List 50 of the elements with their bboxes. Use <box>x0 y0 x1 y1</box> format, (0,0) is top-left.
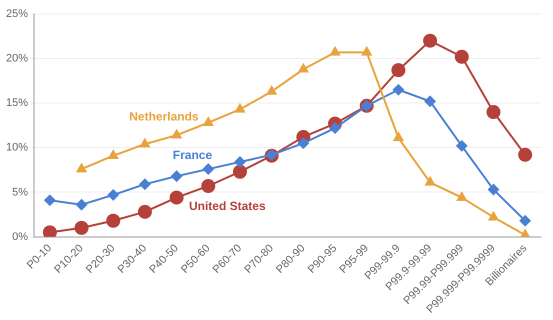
point <box>108 189 119 200</box>
y-tick-label: 20% <box>6 52 28 65</box>
point <box>44 194 56 206</box>
point <box>106 214 120 228</box>
point <box>234 156 246 168</box>
point <box>172 130 182 138</box>
point <box>140 138 150 148</box>
point <box>330 46 340 56</box>
y-tick-label: 15% <box>6 97 28 110</box>
point <box>108 150 118 159</box>
point <box>170 190 184 205</box>
point <box>423 34 438 48</box>
point <box>298 138 309 149</box>
series-label: United States <box>188 198 266 213</box>
point <box>203 117 214 126</box>
point <box>330 122 341 134</box>
point <box>392 84 404 96</box>
point <box>171 170 182 182</box>
point <box>391 63 406 78</box>
point <box>488 212 498 220</box>
point <box>456 140 468 152</box>
y-tick-label: 0% <box>12 230 28 243</box>
series-label: France <box>172 148 212 162</box>
point <box>201 178 216 193</box>
y-tick-label: 10% <box>6 142 28 154</box>
point <box>454 50 469 64</box>
point <box>394 132 404 142</box>
y-tick-label: 25% <box>6 8 28 20</box>
point <box>486 105 500 120</box>
point <box>138 204 152 219</box>
point <box>266 86 277 95</box>
point <box>235 104 245 113</box>
point <box>42 225 57 237</box>
point <box>232 164 247 179</box>
point <box>76 164 86 172</box>
point <box>362 46 372 56</box>
point <box>488 184 499 196</box>
point <box>76 199 88 210</box>
point <box>424 96 436 107</box>
point <box>518 148 532 162</box>
point <box>520 215 531 226</box>
point <box>298 64 308 73</box>
point <box>74 220 89 235</box>
y-tick-label: 5% <box>12 186 28 198</box>
series-label: Netherlands <box>129 110 199 124</box>
point <box>139 178 150 190</box>
point <box>425 176 435 186</box>
point <box>266 149 278 160</box>
point <box>202 164 214 175</box>
point <box>456 192 467 201</box>
